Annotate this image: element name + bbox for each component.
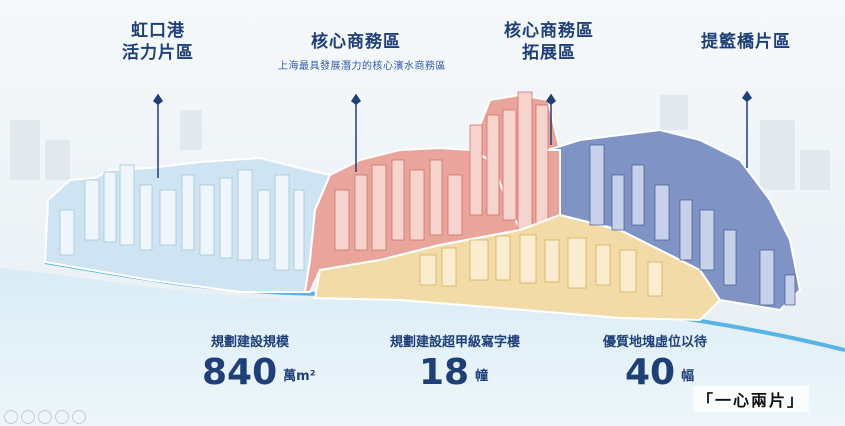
district-name-line1: 核心商務區 bbox=[311, 32, 401, 52]
stat-value-offices: 18 幢 bbox=[419, 352, 488, 393]
core-subtitle: 上海最具發展潛力的核心濱水商務區 bbox=[278, 61, 446, 72]
stat-number: 18 bbox=[419, 352, 470, 393]
stat-number: 840 bbox=[202, 352, 278, 393]
district-name-line1: 核心商務區 bbox=[504, 21, 594, 41]
stat-label-scale: 規劃建設規模 bbox=[210, 335, 289, 350]
fullscreen-icon[interactable] bbox=[72, 410, 86, 424]
caption-one-core-two-zones: 「一心兩片」 bbox=[692, 386, 809, 412]
district-name-line1: 提籃橋片區 bbox=[701, 32, 791, 52]
district-label-expansion: 核心商務區 拓展區 bbox=[494, 20, 604, 64]
stat-unit: 萬m² bbox=[283, 368, 316, 384]
district-name-line2: 活力片區 bbox=[122, 43, 194, 63]
stat-value-plots: 40 幅 bbox=[625, 352, 694, 393]
stat-label-plots: 優質地塊虛位以待 bbox=[602, 335, 707, 350]
info-icon[interactable] bbox=[55, 410, 69, 424]
district-label-tilanqiao: 提籃橋片區 bbox=[696, 31, 796, 53]
district-label-core: 核心商務區 bbox=[306, 31, 406, 53]
zoom-icon[interactable] bbox=[4, 410, 18, 424]
image-toolbar bbox=[4, 410, 86, 424]
download-icon[interactable] bbox=[38, 410, 52, 424]
district-name-line1: 虹口港 bbox=[131, 21, 185, 41]
stat-value-scale: 840 萬m² bbox=[202, 352, 315, 393]
stat-unit: 幢 bbox=[475, 368, 489, 384]
district-name-line2: 拓展區 bbox=[522, 43, 576, 63]
stat-unit: 幅 bbox=[681, 368, 695, 384]
share-icon[interactable] bbox=[21, 410, 35, 424]
stat-label-offices: 規劃建設超甲級寫字樓 bbox=[389, 335, 520, 350]
district-label-hongkougang: 虹口港 活力片區 bbox=[108, 20, 208, 64]
stat-number: 40 bbox=[625, 352, 676, 393]
